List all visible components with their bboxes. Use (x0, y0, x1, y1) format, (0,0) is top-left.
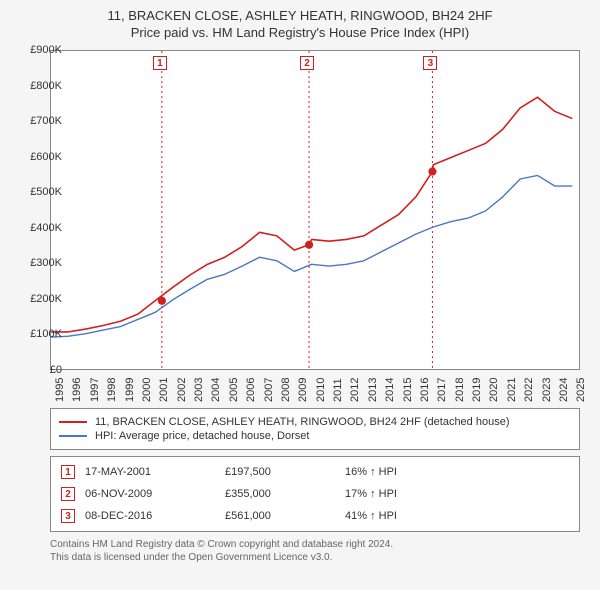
sale-row: 2 06-NOV-2009 £355,000 17% ↑ HPI (51, 483, 579, 505)
xtick-label: 1997 (89, 378, 101, 402)
xtick-label: 2009 (297, 378, 309, 402)
xtick-label: 2007 (263, 378, 275, 402)
xtick-label: 2018 (454, 378, 466, 402)
sale-pct-vs-hpi: 17% ↑ HPI (345, 488, 485, 500)
series-property (51, 97, 572, 332)
xtick-label: 2010 (315, 378, 327, 402)
sale-price: £561,000 (225, 510, 335, 522)
legend-swatch (59, 421, 87, 423)
xtick-label: 2017 (436, 378, 448, 402)
legend-label: 11, BRACKEN CLOSE, ASHLEY HEATH, RINGWOO… (95, 416, 509, 428)
legend-label: HPI: Average price, detached house, Dors… (95, 430, 309, 442)
sale-row: 1 17-MAY-2001 £197,500 16% ↑ HPI (51, 461, 579, 483)
xtick-label: 2004 (210, 378, 222, 402)
sale-marker-box: 2 (61, 487, 75, 501)
sale-date: 06-NOV-2009 (85, 488, 215, 500)
xtick-label: 2005 (228, 378, 240, 402)
xtick-label: 2008 (280, 378, 292, 402)
sale-marker-box: 1 (61, 465, 75, 479)
sales-table: 1 17-MAY-2001 £197,500 16% ↑ HPI 2 06-NOV-200… (50, 456, 580, 532)
ytick-label: £700K (30, 115, 62, 127)
sale-pct-vs-hpi: 41% ↑ HPI (345, 510, 485, 522)
ytick-label: £400K (30, 222, 62, 234)
xtick-label: 2002 (176, 378, 188, 402)
ytick-label: £300K (30, 257, 62, 269)
ytick-label: £200K (30, 293, 62, 305)
xtick-label: 2000 (141, 378, 153, 402)
sale-date: 08-DEC-2016 (85, 510, 215, 522)
footer-line-2: This data is licensed under the Open Gov… (50, 551, 393, 564)
xtick-label: 2013 (367, 378, 379, 402)
legend-item: 11, BRACKEN CLOSE, ASHLEY HEATH, RINGWOO… (59, 415, 571, 429)
sale-price: £355,000 (225, 488, 335, 500)
xtick-label: 2024 (558, 378, 570, 402)
ytick-label: £100K (30, 328, 62, 340)
xtick-label: 1996 (71, 378, 83, 402)
xtick-label: 2011 (332, 378, 344, 402)
legend-box: 11, BRACKEN CLOSE, ASHLEY HEATH, RINGWOO… (50, 408, 580, 450)
titles-block: 11, BRACKEN CLOSE, ASHLEY HEATH, RINGWOO… (0, 0, 600, 44)
xtick-label: 2025 (575, 378, 587, 402)
xtick-label: 2019 (471, 378, 483, 402)
sale-marker-box: 3 (61, 509, 75, 523)
title-subtitle: Price paid vs. HM Land Registry's House … (10, 25, 590, 40)
xtick-label: 2012 (349, 378, 361, 402)
xtick-label: 2003 (193, 378, 205, 402)
sale-date: 17-MAY-2001 (85, 466, 215, 478)
xtick-label: 1998 (106, 378, 118, 402)
title-main: 11, BRACKEN CLOSE, ASHLEY HEATH, RINGWOO… (10, 8, 590, 23)
sale-marker-flag: 1 (153, 56, 167, 70)
sale-marker-flag: 2 (300, 56, 314, 70)
xtick-label: 2014 (384, 378, 396, 402)
ytick-label: £800K (30, 80, 62, 92)
chart-svg (51, 51, 581, 371)
xtick-label: 2006 (245, 378, 257, 402)
xtick-label: 2015 (402, 378, 414, 402)
xtick-label: 2022 (523, 378, 535, 402)
xtick-label: 2016 (419, 378, 431, 402)
legend-swatch (59, 435, 87, 437)
sale-marker-flag: 3 (423, 56, 437, 70)
series-hpi (51, 175, 572, 337)
ytick-label: £0 (50, 364, 62, 376)
xtick-label: 2020 (488, 378, 500, 402)
ytick-label: £600K (30, 151, 62, 163)
ytick-label: £500K (30, 186, 62, 198)
chart-panel (50, 50, 580, 370)
xtick-label: 2021 (506, 378, 518, 402)
ytick-label: £900K (30, 44, 62, 56)
xtick-label: 2023 (541, 378, 553, 402)
xtick-label: 1995 (54, 378, 66, 402)
sale-row: 3 08-DEC-2016 £561,000 41% ↑ HPI (51, 505, 579, 527)
legend-item: HPI: Average price, detached house, Dors… (59, 429, 571, 443)
footer-line-1: Contains HM Land Registry data © Crown c… (50, 538, 393, 551)
footer-attribution: Contains HM Land Registry data © Crown c… (50, 538, 393, 564)
page-container: 11, BRACKEN CLOSE, ASHLEY HEATH, RINGWOO… (0, 0, 600, 590)
sale-price: £197,500 (225, 466, 335, 478)
xtick-label: 2001 (158, 378, 170, 402)
sale-pct-vs-hpi: 16% ↑ HPI (345, 466, 485, 478)
xtick-label: 1999 (124, 378, 136, 402)
